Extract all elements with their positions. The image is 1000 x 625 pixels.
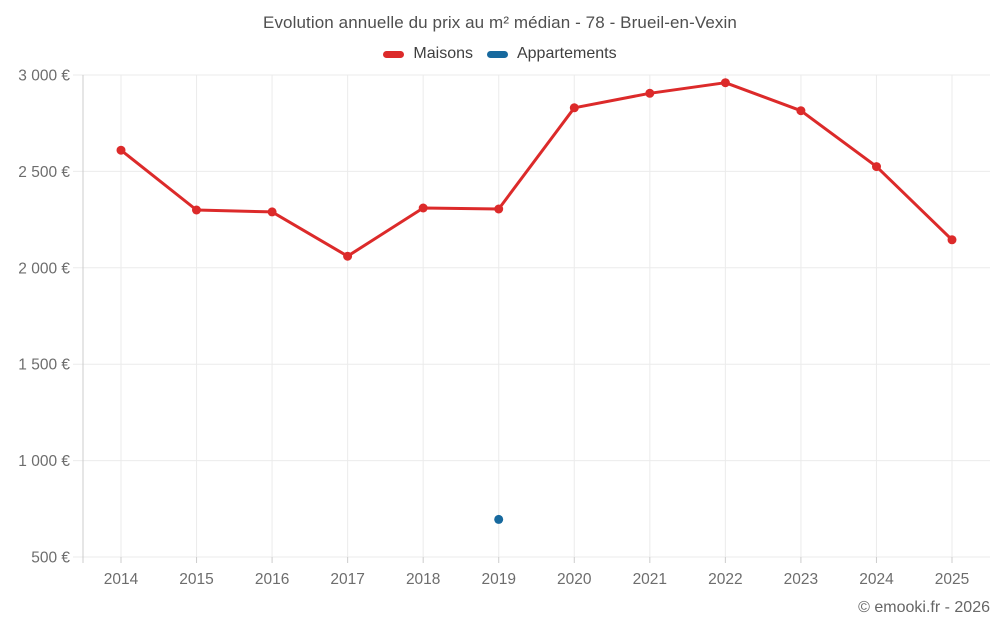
x-axis-tick-label: 2019 bbox=[481, 571, 515, 588]
x-axis-tick-label: 2018 bbox=[406, 571, 440, 588]
data-point-maisons-2019[interactable] bbox=[494, 204, 504, 214]
data-point-maisons-2018[interactable] bbox=[418, 203, 428, 213]
data-point-maisons-2022[interactable] bbox=[720, 78, 730, 88]
x-axis-tick-label: 2025 bbox=[935, 571, 969, 588]
y-axis-tick-label: 1 000 € bbox=[18, 453, 70, 470]
data-point-appartements-2019[interactable] bbox=[494, 514, 504, 524]
data-point-maisons-2021[interactable] bbox=[645, 88, 655, 98]
y-axis-tick-label: 2 000 € bbox=[18, 260, 70, 277]
data-point-maisons-2025[interactable] bbox=[947, 235, 957, 245]
y-axis-tick-label: 1 500 € bbox=[18, 357, 70, 374]
legend-swatch-maisons-icon bbox=[383, 50, 405, 58]
series-line-maisons bbox=[119, 81, 954, 258]
legend-swatch-appartements-icon bbox=[486, 50, 508, 58]
data-point-maisons-2024[interactable] bbox=[872, 162, 881, 172]
chart-title: Evolution annuelle du prix au m² médian … bbox=[263, 13, 737, 32]
x-axis-tick-label: 2021 bbox=[633, 571, 667, 588]
x-axis-tick-label: 2022 bbox=[708, 571, 742, 588]
legend: Maisons Appartements bbox=[0, 45, 1000, 63]
x-axis-tick-label: 2017 bbox=[330, 571, 364, 588]
data-point-maisons-2015[interactable] bbox=[192, 205, 201, 215]
y-axis-tick-label: 2 500 € bbox=[18, 164, 70, 181]
legend-label-maisons: Maisons bbox=[413, 45, 473, 62]
x-axis-tick-label: 2024 bbox=[859, 571, 894, 588]
x-axis-tick-label: 2020 bbox=[557, 571, 592, 588]
legend-label-appartements: Appartements bbox=[516, 45, 617, 62]
x-axis-tick-label: 2014 bbox=[104, 571, 139, 588]
data-point-maisons-2014[interactable] bbox=[116, 145, 126, 155]
legend-item-maisons[interactable]: Maisons bbox=[383, 45, 473, 63]
data-point-maisons-2017[interactable] bbox=[343, 251, 353, 261]
y-axis-tick-label: 500 € bbox=[31, 550, 70, 567]
x-axis-tick-label: 2023 bbox=[784, 571, 818, 588]
credit-text: © emooki.fr - 2026 bbox=[858, 599, 990, 616]
x-axis-tick-label: 2015 bbox=[179, 571, 213, 588]
y-axis-tick-label: 3 000 € bbox=[18, 68, 70, 85]
data-point-maisons-2023[interactable] bbox=[796, 106, 806, 116]
x-axis-tick-label: 2016 bbox=[255, 571, 289, 588]
data-point-maisons-2016[interactable] bbox=[267, 207, 277, 217]
data-point-maisons-2020[interactable] bbox=[569, 103, 579, 113]
legend-item-appartements[interactable]: Appartements bbox=[486, 45, 617, 63]
